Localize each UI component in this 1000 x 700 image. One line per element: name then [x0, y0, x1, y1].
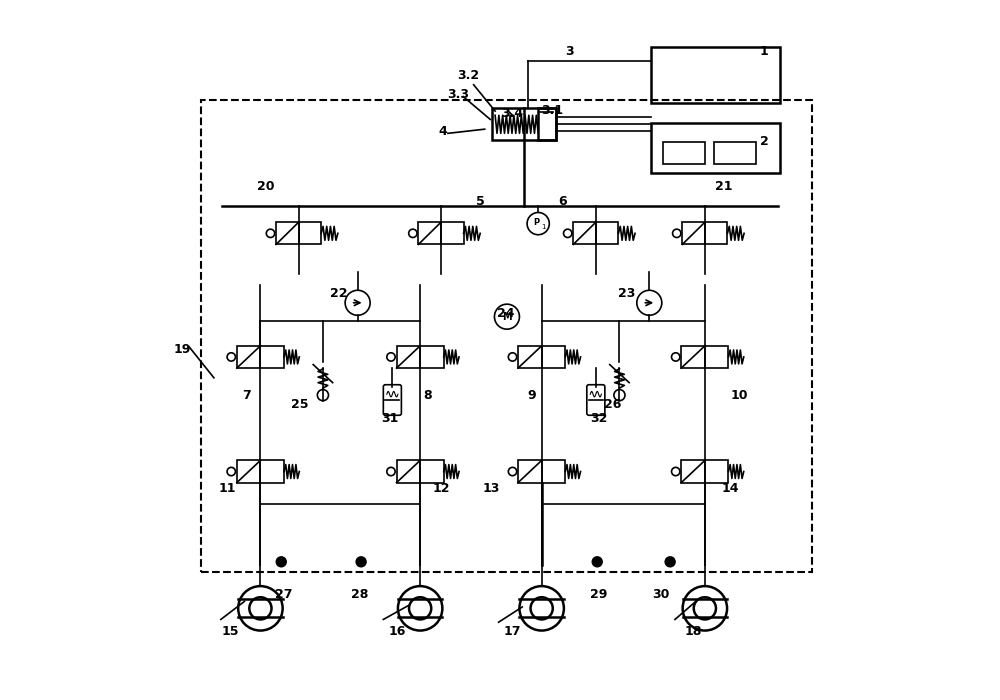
Text: M: M: [502, 312, 512, 322]
Text: 7: 7: [242, 389, 251, 402]
Text: 30: 30: [652, 588, 670, 601]
Bar: [651, 123, 780, 173]
Bar: [397, 461, 420, 482]
Text: 17: 17: [504, 624, 521, 638]
Text: 3: 3: [565, 45, 574, 58]
Text: 18: 18: [684, 624, 702, 638]
Text: 3.4: 3.4: [501, 107, 524, 120]
Bar: [542, 346, 565, 368]
Text: 3.3: 3.3: [447, 88, 469, 101]
Text: 24: 24: [497, 307, 514, 321]
Circle shape: [356, 557, 366, 567]
Text: P: P: [533, 218, 539, 228]
Text: 4: 4: [439, 125, 447, 138]
Text: 28: 28: [351, 588, 368, 601]
Bar: [705, 346, 728, 368]
Bar: [681, 461, 705, 482]
Text: 12: 12: [432, 482, 450, 496]
Text: 20: 20: [257, 181, 274, 193]
Bar: [260, 461, 284, 482]
Text: 29: 29: [590, 588, 607, 601]
Text: 16: 16: [389, 624, 406, 638]
Text: 14: 14: [722, 482, 739, 496]
Text: 10: 10: [731, 389, 748, 402]
Text: 32: 32: [590, 412, 607, 425]
Bar: [681, 346, 705, 368]
Bar: [705, 461, 728, 482]
Bar: [518, 461, 542, 482]
Bar: [663, 141, 705, 164]
Bar: [705, 222, 727, 244]
Text: 1: 1: [760, 45, 768, 58]
Text: 11: 11: [219, 482, 237, 496]
Bar: [518, 346, 542, 368]
Text: 25: 25: [291, 398, 309, 411]
Bar: [651, 46, 780, 104]
Text: 27: 27: [275, 588, 292, 601]
Bar: [420, 461, 444, 482]
Text: 31: 31: [382, 412, 399, 425]
Text: 6: 6: [558, 195, 567, 208]
Bar: [441, 222, 464, 244]
Bar: [201, 100, 812, 572]
Bar: [237, 461, 260, 482]
Text: 3.1: 3.1: [541, 104, 563, 117]
Text: 15: 15: [222, 624, 239, 638]
Text: 23: 23: [618, 286, 635, 300]
Bar: [299, 222, 321, 244]
Text: 19: 19: [173, 344, 191, 356]
Bar: [420, 346, 444, 368]
Circle shape: [276, 557, 286, 567]
FancyBboxPatch shape: [587, 385, 605, 415]
Bar: [714, 141, 756, 164]
Text: 5: 5: [476, 195, 485, 208]
Bar: [237, 346, 260, 368]
Bar: [492, 108, 556, 140]
Text: 8: 8: [423, 389, 431, 402]
Text: 1: 1: [541, 224, 545, 230]
Text: 22: 22: [330, 286, 348, 300]
Text: 21: 21: [715, 181, 732, 193]
Circle shape: [665, 557, 675, 567]
Text: 26: 26: [604, 398, 621, 411]
Bar: [573, 222, 596, 244]
Bar: [596, 222, 618, 244]
Bar: [538, 108, 556, 140]
Text: 3.2: 3.2: [458, 69, 480, 82]
Circle shape: [592, 557, 602, 567]
Bar: [542, 461, 565, 482]
Bar: [276, 222, 299, 244]
Bar: [260, 346, 284, 368]
Text: 2: 2: [760, 135, 768, 148]
Bar: [682, 222, 705, 244]
Bar: [397, 346, 420, 368]
Text: 9: 9: [527, 389, 536, 402]
FancyBboxPatch shape: [383, 385, 401, 415]
Bar: [418, 222, 441, 244]
Text: 13: 13: [483, 482, 500, 496]
